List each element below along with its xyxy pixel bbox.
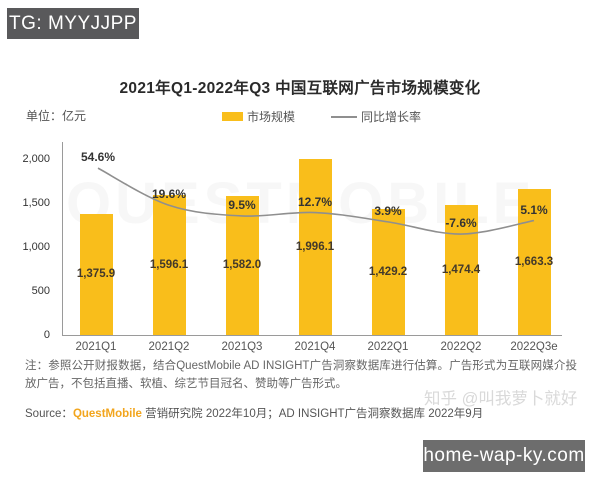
plot-brand-watermark: QUESTMOBILE xyxy=(66,171,536,236)
x-tick-label: 2021Q2 xyxy=(148,341,190,353)
site-badge-text: home-wap-ky.com xyxy=(423,445,585,466)
bar-2022Q1 xyxy=(371,209,405,335)
x-tick-label: 2021Q4 xyxy=(294,341,336,353)
bar-value-label: 1,429.2 xyxy=(368,266,408,279)
growth-pct-label: 5.1% xyxy=(520,202,548,217)
bar-value-label: 1,996.1 xyxy=(295,241,335,254)
bar-value-label: 1,582.0 xyxy=(222,259,262,272)
bar-value-label: 1,375.9 xyxy=(76,268,116,281)
site-badge: home-wap-ky.com xyxy=(423,440,585,472)
y-tick-label: 500 xyxy=(31,285,50,297)
bar-value-label: 1,596.1 xyxy=(149,258,189,271)
growth-pct-label: 12.7% xyxy=(297,194,333,209)
x-tick-label: 2021Q1 xyxy=(75,341,117,353)
bar-value-label: 1,663.3 xyxy=(514,255,554,268)
tg-badge: TG: MYYJJPP xyxy=(7,8,139,39)
bar-2022Q3e xyxy=(517,188,551,335)
footnote: 注：参照公开财报数据，结合QuestMobile AD INSIGHT广告洞察数… xyxy=(25,360,577,390)
source-brand: QuestMobile xyxy=(72,408,142,420)
x-tick-label: 2022Q2 xyxy=(440,341,482,353)
bar-2021Q2 xyxy=(152,194,186,335)
legend-bar-swatch-icon xyxy=(222,112,243,121)
legend-line-swatch-icon xyxy=(331,115,358,118)
bar-2021Q3 xyxy=(225,195,259,335)
source-line: Source：QuestMobile 营销研究院 2022年10月；AD INS… xyxy=(25,405,585,421)
chart-title: 2021年Q1-2022年Q3 中国互联网广告市场规模变化 xyxy=(119,80,481,97)
x-axis-line xyxy=(62,335,562,336)
growth-pct-label: -7.6% xyxy=(445,216,477,231)
bar-value-label: 1,474.4 xyxy=(441,264,481,277)
zhihu-watermark: 知乎 @叫我萝卜就好 xyxy=(424,390,578,408)
y-axis-line xyxy=(62,142,63,335)
y-tick-label: 0 xyxy=(43,329,50,341)
x-tick-label: 2022Q3e xyxy=(510,341,558,353)
x-tick-label: 2021Q3 xyxy=(221,341,263,353)
legend-bar-label: 市场规模 xyxy=(247,110,296,124)
growth-pct-label: 19.6% xyxy=(151,187,187,202)
y-tick-label: 1,000 xyxy=(22,241,50,253)
growth-pct-label: 9.5% xyxy=(228,197,256,212)
source-prefix: Source： xyxy=(25,408,73,420)
tg-badge-text: TG: MYYJJPP xyxy=(9,12,137,34)
growth-pct-label: 54.6% xyxy=(80,150,116,165)
bar-2022Q2 xyxy=(444,205,478,335)
legend-line-label: 同比增长率 xyxy=(361,110,422,124)
bar-2021Q1 xyxy=(79,213,113,335)
bar-2021Q4 xyxy=(298,159,332,335)
growth-pct-label: 3.9% xyxy=(374,203,402,218)
unit-label: 单位：亿元 xyxy=(26,109,87,123)
x-tick-label: 2022Q1 xyxy=(367,341,409,353)
chart-legend: 市场规模 同比增长率 xyxy=(222,108,421,125)
y-tick-label: 1,500 xyxy=(22,197,50,209)
source-rest: 营销研究院 2022年10月；AD INSIGHT广告洞察数据库 2022年9月 xyxy=(141,408,484,420)
y-tick-label: 2,000 xyxy=(22,153,50,165)
growth-line-path xyxy=(97,167,535,235)
